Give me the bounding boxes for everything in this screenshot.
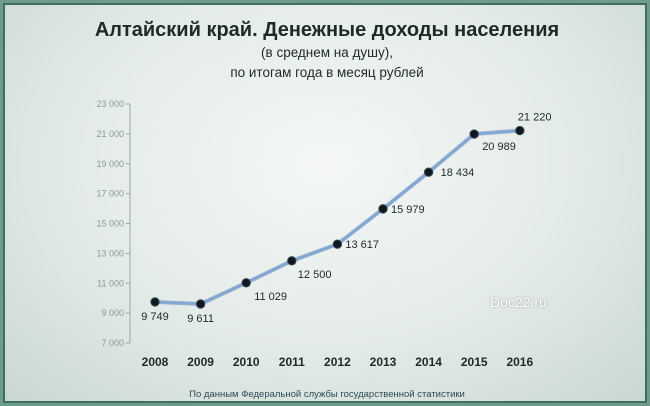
chart-frame: Алтайский край. Денежные доходы населени…: [3, 3, 647, 403]
source-footer: По данным Федеральной службы государстве…: [189, 389, 465, 400]
y-tick-label: 17 000: [96, 189, 124, 199]
data-label: 21 220: [518, 112, 552, 124]
y-tick-label: 13 000: [96, 248, 124, 258]
data-label: 20 989: [482, 141, 516, 153]
data-point: [332, 239, 343, 249]
data-point: [287, 256, 297, 266]
x-tick-label: 2008: [142, 355, 169, 369]
chart-subtitle-line2: по итогам года в месяц рублей: [230, 65, 424, 80]
data-point: [515, 125, 525, 136]
y-tick-label: 19 000: [96, 159, 124, 169]
data-point: [241, 278, 251, 288]
data-label: 12 500: [298, 269, 332, 281]
y-tick-label: 11 000: [97, 278, 124, 288]
x-tick-label: 2011: [279, 355, 305, 369]
chart-title: Алтайский край. Денежные доходы населени…: [94, 19, 560, 41]
data-label: 15 979: [391, 204, 425, 216]
data-label: 9 749: [141, 311, 169, 323]
x-tick-label: 2015: [461, 355, 488, 369]
x-tick-label: 2010: [233, 355, 260, 369]
data-label: 18 434: [441, 167, 475, 179]
x-tick-label: 2014: [415, 355, 442, 369]
x-tick-label: 2012: [324, 355, 351, 369]
data-label: 13 617: [345, 239, 379, 251]
chart-subtitle-line1: (в среднем на душу),: [261, 45, 393, 60]
y-tick-label: 7 000: [101, 338, 124, 348]
data-label: 11 029: [254, 291, 287, 303]
data-point: [150, 297, 160, 307]
watermark-text: Doc22.ru: [490, 294, 547, 310]
y-tick-label: 23 000: [96, 99, 124, 109]
data-point: [469, 129, 479, 139]
data-point: [195, 299, 206, 309]
y-tick-label: 15 000: [96, 219, 124, 229]
series-line-shadow: [154, 128, 520, 306]
y-tick-label: 21 000: [96, 129, 124, 139]
x-tick-label: 2016: [506, 355, 533, 369]
x-tick-label: 2009: [187, 355, 214, 369]
y-tick-label: 9 000: [101, 308, 124, 318]
series-line: [154, 129, 520, 306]
x-tick-label: 2013: [370, 355, 397, 369]
data-point: [423, 167, 434, 177]
data-point: [378, 204, 388, 214]
data-label: 9 611: [187, 313, 214, 325]
